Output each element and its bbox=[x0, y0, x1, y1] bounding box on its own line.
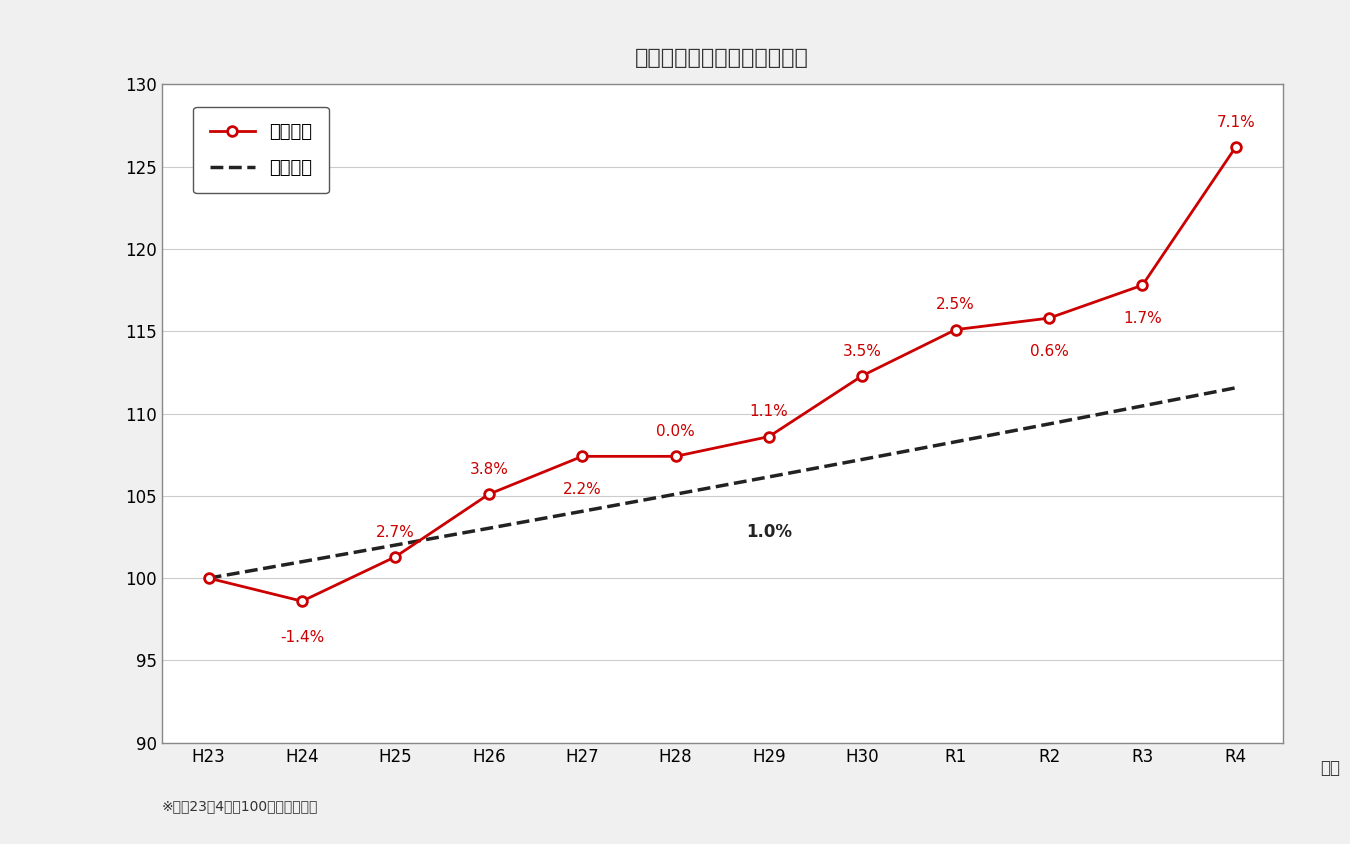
Text: 3.8%: 3.8% bbox=[470, 462, 508, 477]
Text: 0.6%: 0.6% bbox=[1030, 344, 1068, 359]
Text: 1.7%: 1.7% bbox=[1123, 311, 1162, 326]
Text: 0.0%: 0.0% bbox=[656, 425, 695, 439]
Text: 3.5%: 3.5% bbox=[842, 344, 882, 359]
Text: 2.7%: 2.7% bbox=[377, 525, 414, 539]
Text: ※平成23年4月を100として算出。: ※平成23年4月を100として算出。 bbox=[162, 799, 319, 814]
Text: 2.5%: 2.5% bbox=[937, 297, 975, 312]
Text: 2.2%: 2.2% bbox=[563, 482, 602, 497]
Text: 1.0%: 1.0% bbox=[747, 523, 792, 541]
Title: 工事資材価格等の上昇の推移: 工事資材価格等の上昇の推移 bbox=[636, 47, 809, 68]
Text: 年度: 年度 bbox=[1320, 759, 1339, 777]
Text: -1.4%: -1.4% bbox=[279, 630, 324, 645]
Text: 7.1%: 7.1% bbox=[1216, 115, 1256, 130]
Legend: 変動実績, 当初想定: 変動実績, 当初想定 bbox=[193, 106, 328, 193]
Text: 1.1%: 1.1% bbox=[749, 404, 788, 419]
